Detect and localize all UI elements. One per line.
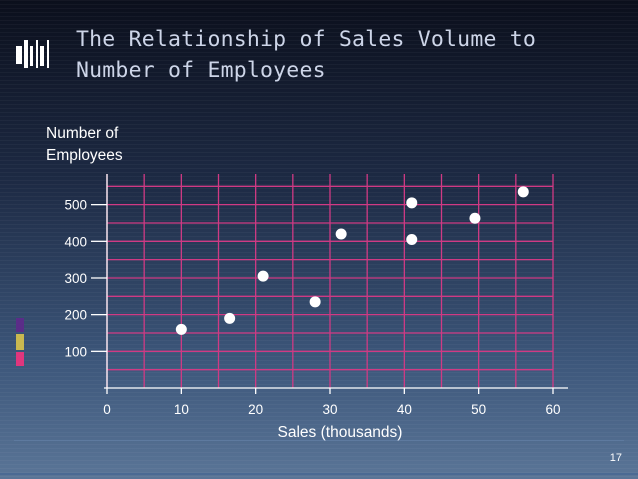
data-point (257, 270, 269, 282)
x-tick-label: 30 (322, 402, 337, 417)
data-point (175, 323, 187, 335)
y-axis-label: Number of Employees (46, 125, 123, 164)
x-tick-label: 50 (471, 402, 486, 417)
data-point (517, 186, 529, 198)
data-point (309, 296, 321, 308)
y-tick-label: 500 (64, 198, 87, 213)
x-tick-label: 60 (545, 402, 560, 417)
y-tick-label: 200 (64, 308, 87, 323)
footer-rule (14, 440, 624, 441)
y-tick-label: 100 (64, 344, 87, 359)
y-tick-label: 300 (64, 271, 87, 286)
x-tick-label: 10 (174, 402, 189, 417)
data-point (224, 312, 236, 324)
data-point (406, 197, 418, 209)
x-axis-label: Sales (thousands) (277, 424, 403, 441)
x-tick-label: 40 (397, 402, 412, 417)
page-number: 17 (609, 452, 622, 464)
data-point (406, 233, 418, 245)
data-point (469, 212, 481, 224)
data-point (335, 228, 347, 240)
x-tick-label: 0 (103, 402, 111, 417)
slide-title: The Relationship of Sales Volume to Numb… (76, 27, 537, 83)
bottom-line (0, 473, 638, 475)
x-tick-label: 20 (248, 402, 263, 417)
y-tick-label: 400 (64, 234, 87, 249)
